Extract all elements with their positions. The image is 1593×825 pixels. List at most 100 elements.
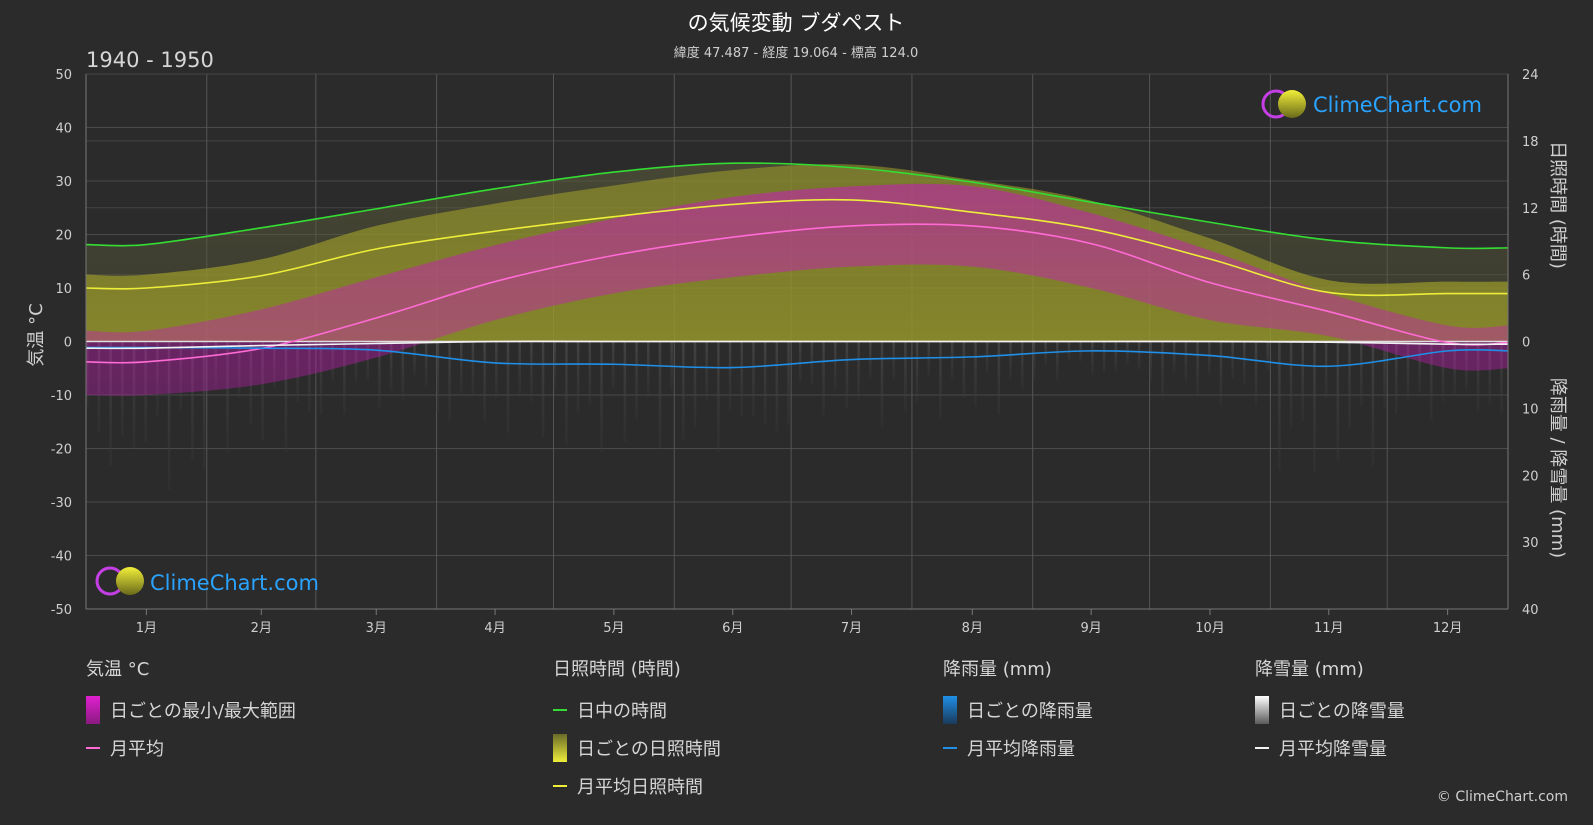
y-tick-left: -50 — [51, 603, 72, 618]
precipitation-daily-bar — [378, 341, 381, 408]
rain-daily-swatch — [943, 696, 957, 724]
series-lines — [85, 162, 1509, 369]
y-tick-left: -30 — [51, 496, 72, 511]
axes: 50 40 30 20 10 0 -10 -20 -30 -40 -50 24 18 12 6 0 10 20 30… — [51, 68, 1539, 636]
precipitation-daily-bar — [495, 341, 498, 398]
x-tick-label: 12月 — [1433, 621, 1463, 636]
precipitation-daily-bar — [752, 341, 755, 417]
precipitation-daily-bar — [1091, 341, 1094, 375]
precipitation-daily-bar — [962, 341, 966, 399]
precipitation-daily-bar — [506, 341, 510, 434]
y-tick-left: -10 — [51, 389, 72, 404]
legend-heading-snow: 降雪量 (mm) — [1255, 659, 1364, 680]
logo-top[interactable]: ClimeChart.com — [1261, 89, 1482, 119]
temperature-range-layer — [86, 183, 1508, 396]
climate-chart: の気候変動 ブダペスト 緯度 47.487 - 経度 19.064 - 標高 1… — [26, 11, 1568, 636]
precipitation-daily-bar — [892, 341, 895, 379]
y-tick-right-precip: 10 — [1522, 402, 1539, 417]
legend-sunshine: 日照時間 (時間) 日中の時間 日ごとの日照時間 月平均日照時間 — [553, 655, 721, 805]
legend-item-temp-avg: 月平均 — [86, 729, 296, 767]
precipitation-daily-bar — [1196, 341, 1199, 397]
precipitation-daily-bar — [588, 341, 592, 406]
precipitation-daily-bar — [950, 341, 954, 379]
precipitation-daily-bar — [343, 341, 346, 414]
precipitation-daily-bar — [202, 341, 206, 470]
precipitation-daily-bar — [1044, 341, 1047, 366]
legend-label-rain-avg: 月平均降雨量 — [967, 739, 1075, 760]
precipitation-daily-bar — [1430, 341, 1433, 420]
snow-avg-swatch — [1255, 747, 1269, 749]
precipitation-daily-bar — [576, 341, 580, 414]
legend-item-sunshine-daily: 日ごとの日照時間 — [553, 729, 721, 767]
legend-label-sunshine-daily: 日ごとの日照時間 — [577, 739, 721, 760]
legend-temperature: 気温 °C 日ごとの最小/最大範囲 月平均 — [86, 655, 296, 767]
y-axis-left-title: 気温 °C — [26, 303, 47, 366]
legend-item-daylight: 日中の時間 — [553, 691, 721, 729]
daylight-hours-line — [85, 162, 1509, 250]
y-tick-left: 0 — [64, 336, 72, 351]
precipitation-daily-bar — [1149, 341, 1153, 383]
precipitation-daily-bar — [308, 341, 311, 414]
y-axis-right-top-title: 日照時間 (時間) — [1547, 141, 1568, 269]
temperature-range-band — [86, 183, 1508, 396]
precipitation-daily-bar — [284, 341, 288, 452]
legend-heading-temperature: 気温 °C — [86, 659, 150, 680]
precipitation-daily-bar — [857, 341, 860, 400]
precipitation-daily-bar — [553, 341, 557, 391]
legend-item-temp-range: 日ごとの最小/最大範囲 — [86, 691, 296, 729]
precipitation-daily-bar — [880, 341, 884, 428]
logo-bottom[interactable]: ClimeChart.com — [95, 566, 319, 596]
precipitation-daily-bar — [647, 341, 650, 398]
y-tick-right-sun: 24 — [1522, 68, 1539, 83]
precipitation-daily-bar — [424, 341, 428, 387]
precipitation-daily-bar — [904, 341, 907, 412]
precipitation-daily-bar — [565, 341, 568, 446]
precipitation-daily-bar — [775, 341, 779, 432]
legend-snow: 降雪量 (mm) 日ごとの降雪量 月平均降雪量 — [1255, 655, 1405, 767]
rain-avg-line — [85, 346, 1509, 369]
precipitation-daily-bar — [1301, 341, 1305, 422]
y-tick-right-sun: 0 — [1522, 336, 1530, 351]
x-tick-label: 8月 — [962, 621, 983, 636]
precipitation-daily-bar — [1313, 341, 1316, 473]
legend-label-temp-range: 日ごとの最小/最大範囲 — [110, 701, 296, 722]
sunshine-avg-line — [85, 198, 1509, 297]
x-tick-label: 11月 — [1314, 621, 1344, 636]
logo-sun-icon — [1278, 90, 1306, 118]
legend-label-daylight: 日中の時間 — [577, 701, 667, 722]
logo-sun-icon — [116, 567, 144, 595]
precipitation-daily-bar — [974, 341, 977, 407]
precipitation-daily-bar — [1324, 341, 1328, 398]
precipitation-daily-bar — [1254, 341, 1258, 406]
precipitation-daily-bar — [541, 341, 545, 438]
precipitation-daily-bar — [1231, 341, 1234, 379]
precipitation-daily-bar — [366, 341, 370, 381]
precipitation-daily-bar — [822, 341, 825, 416]
temperature-avg-line — [85, 223, 1509, 364]
precipitation-daily-bar — [518, 341, 521, 396]
sunshine-daily-swatch — [553, 734, 567, 762]
y-axis-right-bottom-title: 降雨量 / 降雪量 (mm) — [1547, 378, 1568, 558]
x-tick-label: 4月 — [484, 621, 505, 636]
precipitation-daily-bar — [1289, 341, 1293, 427]
precipitation-daily-bar — [167, 341, 171, 490]
legend-label-temp-avg: 月平均 — [110, 739, 164, 760]
precipitation-daily-bar — [1056, 341, 1059, 380]
y-tick-left: 10 — [55, 282, 72, 297]
precipitation-daily-bar — [869, 341, 872, 379]
precipitation-daily-bar — [939, 341, 942, 419]
precipitation-daily-bar — [834, 341, 837, 389]
legend-item-snow-avg: 月平均降雪量 — [1255, 729, 1405, 767]
precipitation-daily-bar — [530, 341, 533, 402]
x-tick-label: 1月 — [136, 621, 157, 636]
legend-label-snow-daily: 日ごとの降雪量 — [1279, 701, 1405, 722]
precipitation-daily-bar — [436, 341, 440, 413]
precipitation-daily-bar — [1021, 341, 1024, 389]
precipitation-daily-bar — [1348, 341, 1351, 429]
precipitation-daily-bar — [1126, 341, 1129, 365]
precipitation-daily-bar — [1009, 341, 1012, 379]
precipitation-daily-bar — [635, 341, 638, 420]
precipitation-daily-bar — [787, 341, 790, 425]
precipitation-daily-bar — [1395, 341, 1398, 415]
